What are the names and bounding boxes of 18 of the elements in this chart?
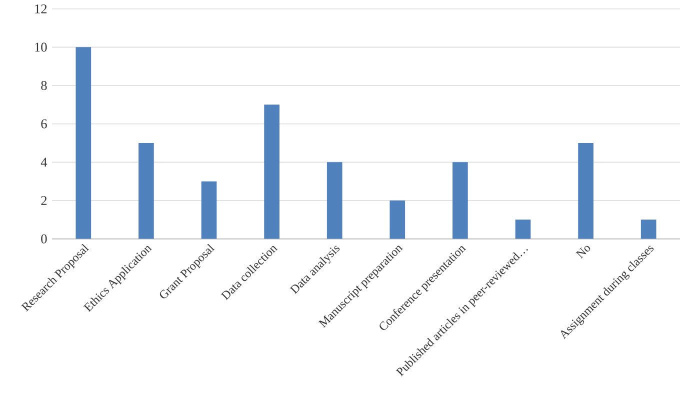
bar	[326, 162, 342, 239]
y-tick-label: 8	[41, 81, 47, 90]
bar	[390, 200, 406, 239]
bar	[76, 47, 92, 239]
bar	[201, 181, 217, 239]
bar	[264, 104, 280, 239]
bar	[452, 162, 468, 239]
x-tick-label: No	[576, 246, 590, 259]
y-tick-label: 0	[41, 234, 47, 244]
y-tick-label: 12	[35, 4, 47, 14]
bar	[138, 143, 154, 239]
y-tick-label: 2	[41, 196, 47, 206]
bar	[578, 143, 594, 239]
bar	[640, 220, 656, 239]
y-tick-label: 4	[40, 158, 48, 167]
bar	[515, 220, 531, 239]
y-tick-label: 6	[41, 119, 47, 128]
y-tick-label: 10	[35, 42, 47, 52]
